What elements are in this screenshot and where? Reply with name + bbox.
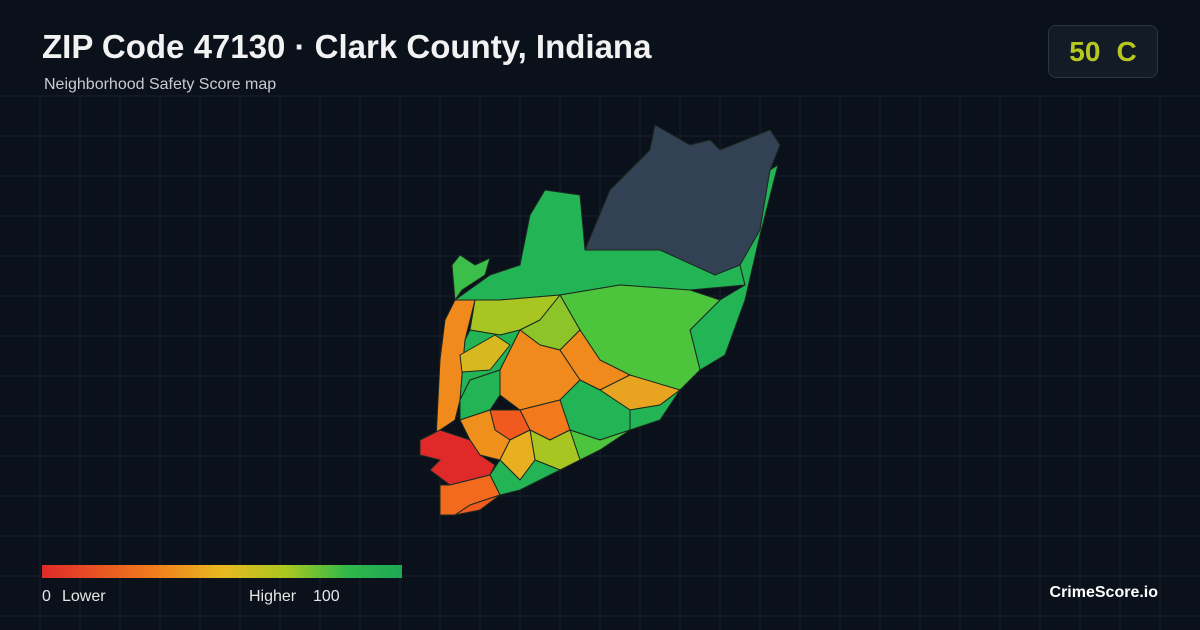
- legend-min-label: Lower: [62, 588, 106, 605]
- score-grade: C: [1116, 35, 1137, 67]
- region: [451, 254, 491, 301]
- region: [435, 299, 476, 441]
- brand: CrimeScore.io: [1049, 584, 1158, 601]
- title: ZIP Code 47130 · Clark County, Indiana: [42, 28, 652, 65]
- region: [629, 389, 681, 431]
- legend-gradient: [42, 565, 402, 578]
- legend-min: 0: [42, 588, 51, 605]
- subtitle: Neighborhood Safety Score map: [44, 76, 277, 93]
- region: [689, 164, 779, 371]
- legend-max: 100: [313, 588, 340, 605]
- region: [454, 494, 501, 516]
- region: [489, 459, 561, 496]
- score-value: 50: [1069, 35, 1101, 67]
- score-badge: 50 C: [1048, 25, 1158, 78]
- region: [459, 334, 511, 373]
- map-regions: [419, 124, 781, 516]
- legend-max-label: Higher: [249, 588, 297, 605]
